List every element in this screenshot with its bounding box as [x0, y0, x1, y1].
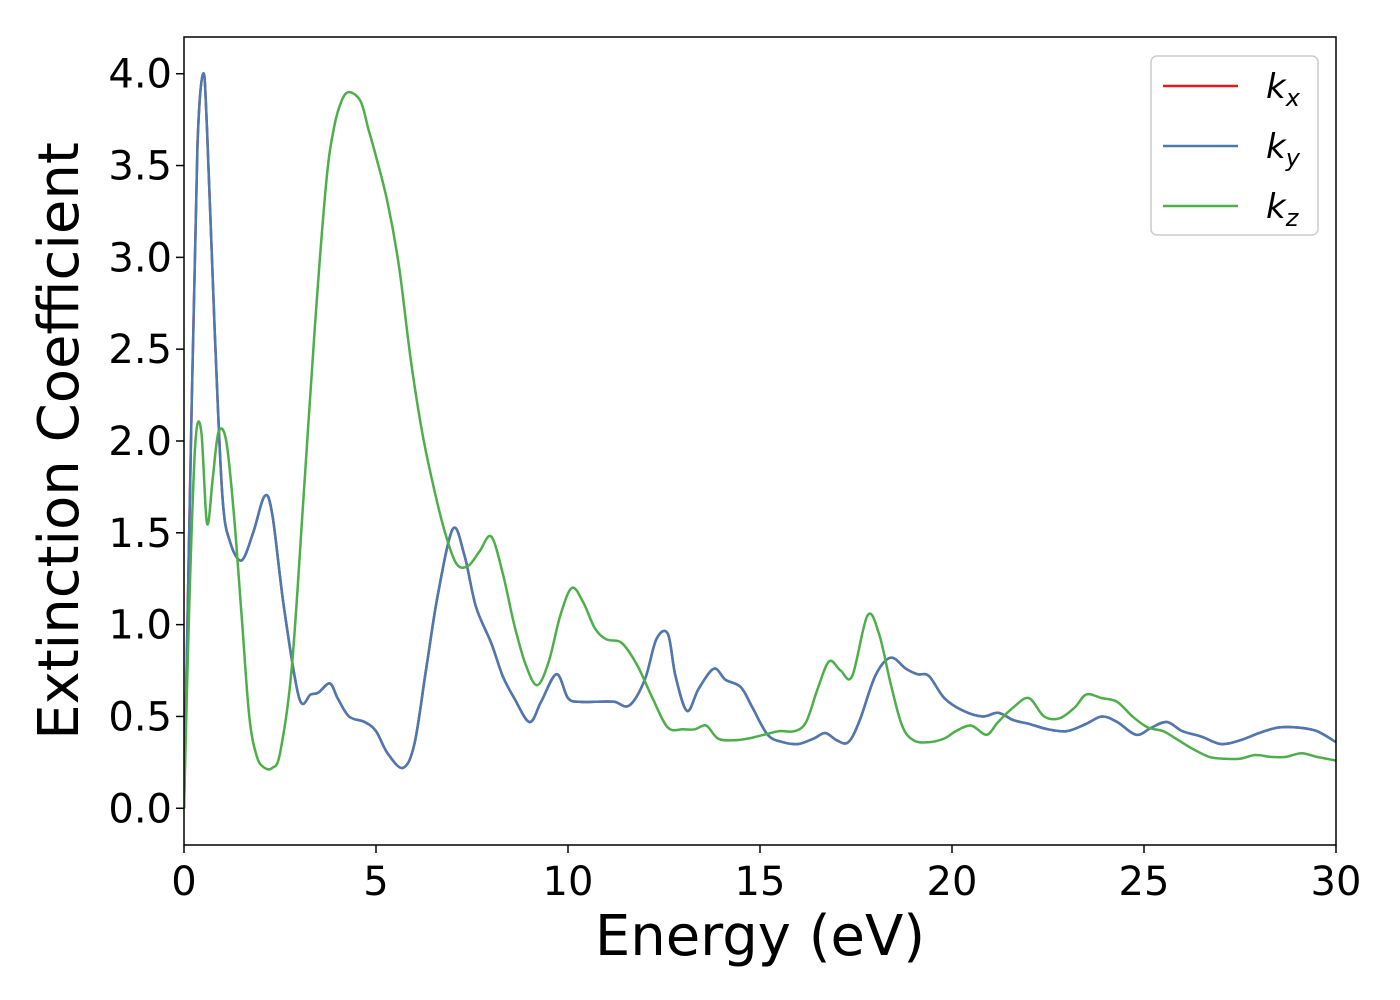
- y-tick-label: 2.5: [108, 327, 172, 373]
- y-tick-label: 3.0: [108, 235, 172, 281]
- x-tick-label: 10: [543, 859, 594, 905]
- y-tick-label: 0.0: [108, 786, 172, 832]
- series-line-ky: [184, 72, 1336, 809]
- legend-label-main: k: [1266, 187, 1287, 227]
- legend-label-kx: kx: [1266, 67, 1301, 112]
- legend-label-main: k: [1266, 127, 1287, 167]
- x-tick-label: 25: [1119, 859, 1170, 905]
- series-line-kz: [184, 90, 1336, 809]
- legend-label-kz: kz: [1266, 187, 1300, 232]
- legend-label-main: k: [1266, 67, 1287, 107]
- legend-label-subscript: z: [1285, 204, 1300, 232]
- x-tick-label: 20: [927, 859, 978, 905]
- y-tick-label: 2.0: [108, 419, 172, 465]
- x-tick-label: 5: [363, 859, 388, 905]
- legend-label-ky: ky: [1266, 127, 1301, 172]
- y-tick-label: 1.5: [108, 511, 172, 557]
- y-tick-label: 4.0: [108, 52, 172, 98]
- legend-label-subscript: y: [1285, 144, 1301, 172]
- x-tick-label: 15: [735, 859, 786, 905]
- y-tick-label: 0.5: [108, 694, 172, 740]
- series-layer: [184, 72, 1336, 809]
- x-axis-title: Energy (eV): [595, 904, 925, 969]
- y-axis-title: Extinction Coefficient: [27, 142, 92, 740]
- x-tick-label: 0: [171, 859, 196, 905]
- y-tick-label: 1.0: [108, 603, 172, 649]
- y-tick-label: 3.5: [108, 144, 172, 190]
- legend-label-subscript: x: [1285, 84, 1301, 112]
- x-tick-label: 30: [1311, 859, 1362, 905]
- ticks-layer: 0 5 10 15 20 25 30 0.0 0.5 1.0 1.5 2.0 2.5 3.0 3.5 4.0: [108, 52, 1361, 905]
